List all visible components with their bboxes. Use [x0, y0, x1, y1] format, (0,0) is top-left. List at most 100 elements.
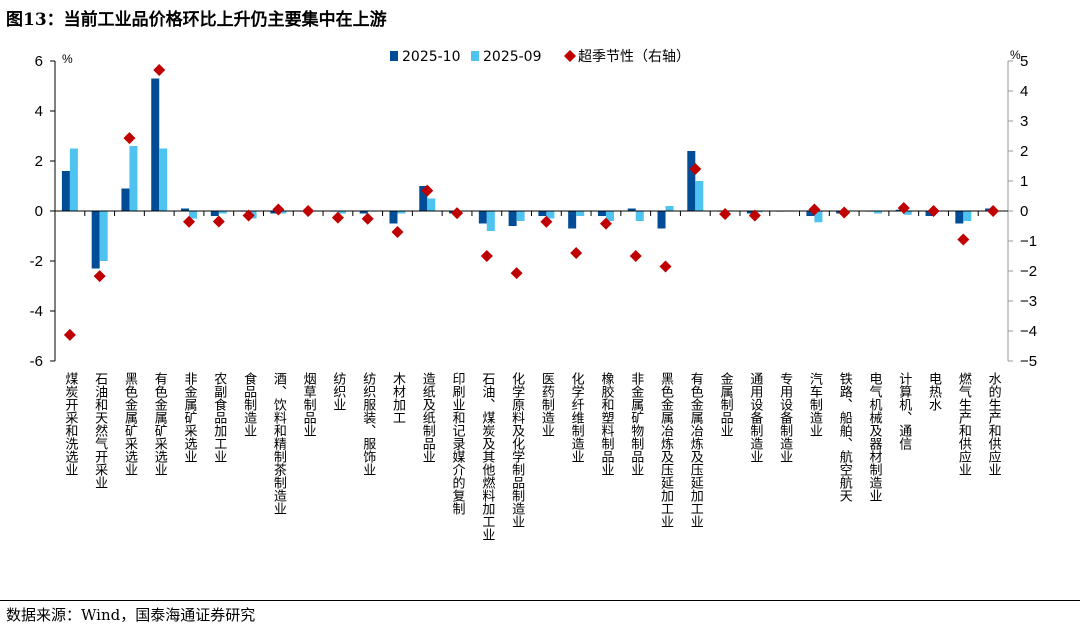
right-tick-label: −4: [1020, 323, 1037, 340]
category-label: 木材加工: [390, 372, 406, 424]
left-tick-label: 6: [35, 53, 43, 70]
labels-layer: 煤炭开采和洗选业 石油和天然气开采业 黑色金属矿采选业 有色金属矿采选业 非金属矿采选业…: [62, 371, 1001, 541]
divider: [0, 600, 1080, 601]
axes-layer: -6 -4 -2 0 2 4 6 −5 −4 −3 −2 −1 0 1 2 3 4 5: [30, 53, 1037, 370]
bar-2025-09: [486, 211, 495, 231]
bar-2025-09: [665, 206, 674, 211]
diamond-marker: [331, 211, 344, 224]
bar-2025-10: [895, 209, 904, 211]
diamond-marker: [183, 215, 196, 228]
source-note: 数据来源：Wind，国泰海通证券研究: [6, 606, 256, 624]
bar-2025-10: [121, 188, 130, 211]
bar-2025-10: [806, 211, 815, 216]
legend: 2025-10 2025-09 超季节性（右轴）: [390, 49, 690, 65]
bar-2025-10: [538, 211, 547, 216]
bar-2025-09: [873, 211, 882, 214]
diamond-marker: [719, 208, 732, 220]
left-tick-label: 2: [35, 153, 43, 170]
left-unit: %: [62, 52, 73, 66]
bar-2025-09: [218, 211, 227, 214]
category-label: 石油和天然气开采业: [92, 372, 108, 489]
diamond-marker: [987, 205, 1000, 217]
category-label: 有色金属冶炼及压延加工业: [688, 372, 704, 528]
category-label: 酒、饮料和精制茶制造业: [271, 372, 287, 515]
diamond-marker: [302, 205, 315, 217]
bar-2025-10: [270, 211, 279, 214]
diamond-marker: [421, 184, 434, 197]
diamond-marker: [510, 267, 523, 280]
bar-2025-10: [389, 211, 398, 224]
right-tick-label: −5: [1020, 353, 1037, 370]
bars-layer: [61, 78, 1002, 269]
bar-2025-09: [516, 211, 525, 221]
bar-2025-10: [657, 211, 666, 229]
diamond-marker: [361, 212, 374, 225]
bar-2025-09: [635, 211, 644, 221]
bar-2025-09: [278, 211, 287, 214]
category-label: 石油、煤炭及其他燃料加工业: [479, 372, 495, 541]
legend-label: 2025-09: [483, 49, 542, 65]
bar-2025-09: [427, 198, 436, 211]
diamond-marker: [153, 64, 166, 76]
bar-2025-10: [478, 211, 487, 224]
diamond-marker: [212, 215, 225, 228]
legend-label: 超季节性（右轴）: [578, 49, 690, 65]
diamond-marker: [242, 209, 255, 222]
chart: -6 -4 -2 0 2 4 6 −5 −4 −3 −2 −1 0 1 2 3 4 5 煤炭开采和洗选业 石油和天然…: [30, 48, 1037, 541]
diamond-marker: [599, 217, 612, 230]
legend-diamond: [564, 50, 576, 62]
bar-2025-10: [568, 211, 577, 229]
diamond-marker: [272, 203, 285, 216]
category-label: 铁路、船舶、航空航天: [837, 372, 853, 502]
category-label: 通用设备制造业: [747, 372, 763, 463]
bar-2025-09: [189, 211, 198, 219]
category-label: 食品制造业: [241, 371, 257, 437]
right-tick-label: 0: [1020, 203, 1028, 220]
bar-2025-09: [963, 211, 972, 221]
bar-2025-10: [91, 211, 100, 269]
category-label: 造纸及纸制品业: [420, 372, 436, 463]
right-tick-label: −1: [1020, 233, 1037, 250]
bar-2025-09: [69, 148, 78, 211]
diamond-marker: [570, 247, 583, 259]
diamond-marker: [689, 163, 702, 175]
category-label: 有色金属矿采选业: [152, 372, 168, 476]
bar-2025-09: [129, 146, 138, 211]
category-label: 化学原料及化学制品制造业: [509, 372, 525, 528]
left-tick-label: 0: [35, 203, 43, 220]
bar-2025-10: [508, 211, 517, 226]
category-label: 橡胶和塑料制品业: [598, 372, 614, 476]
bar-2025-09: [99, 211, 108, 261]
diamond-marker: [629, 250, 642, 262]
markers-layer: [63, 64, 1000, 341]
diamond-marker: [93, 270, 106, 283]
category-label: 燃气生产和供应业: [956, 371, 972, 476]
category-label: 农副食品加工业: [211, 372, 227, 463]
bar-2025-10: [181, 208, 190, 211]
category-label: 金属制品业: [718, 371, 734, 437]
legend-label: 2025-10: [402, 49, 461, 65]
left-tick-label: -6: [30, 353, 43, 370]
figure-title: 图13：当前工业品价格环比上升仍主要集中在上游: [6, 10, 387, 30]
bar-2025-09: [397, 211, 406, 214]
bar-2025-10: [746, 211, 755, 214]
category-label: 非金属矿采选业: [182, 372, 198, 463]
diamond-marker: [808, 203, 821, 216]
category-label: 黑色金属矿采选业: [122, 372, 138, 476]
category-label: 计算机、通信: [896, 372, 912, 450]
bar-2025-10: [955, 211, 964, 224]
bar-2025-09: [903, 211, 912, 215]
right-tick-label: 4: [1020, 83, 1028, 100]
left-tick-label: -4: [30, 303, 43, 320]
diamond-marker: [123, 132, 136, 145]
right-tick-label: −3: [1020, 293, 1037, 310]
right-tick-label: 3: [1020, 113, 1028, 130]
diamond-marker: [659, 260, 672, 273]
diamond-marker: [451, 207, 464, 220]
bar-2025-10: [925, 211, 934, 216]
legend-swatch: [390, 51, 398, 61]
bar-2025-09: [159, 148, 168, 211]
diamond-marker: [927, 205, 940, 217]
bar-2025-10: [597, 211, 606, 216]
bar-2025-09: [695, 181, 704, 211]
